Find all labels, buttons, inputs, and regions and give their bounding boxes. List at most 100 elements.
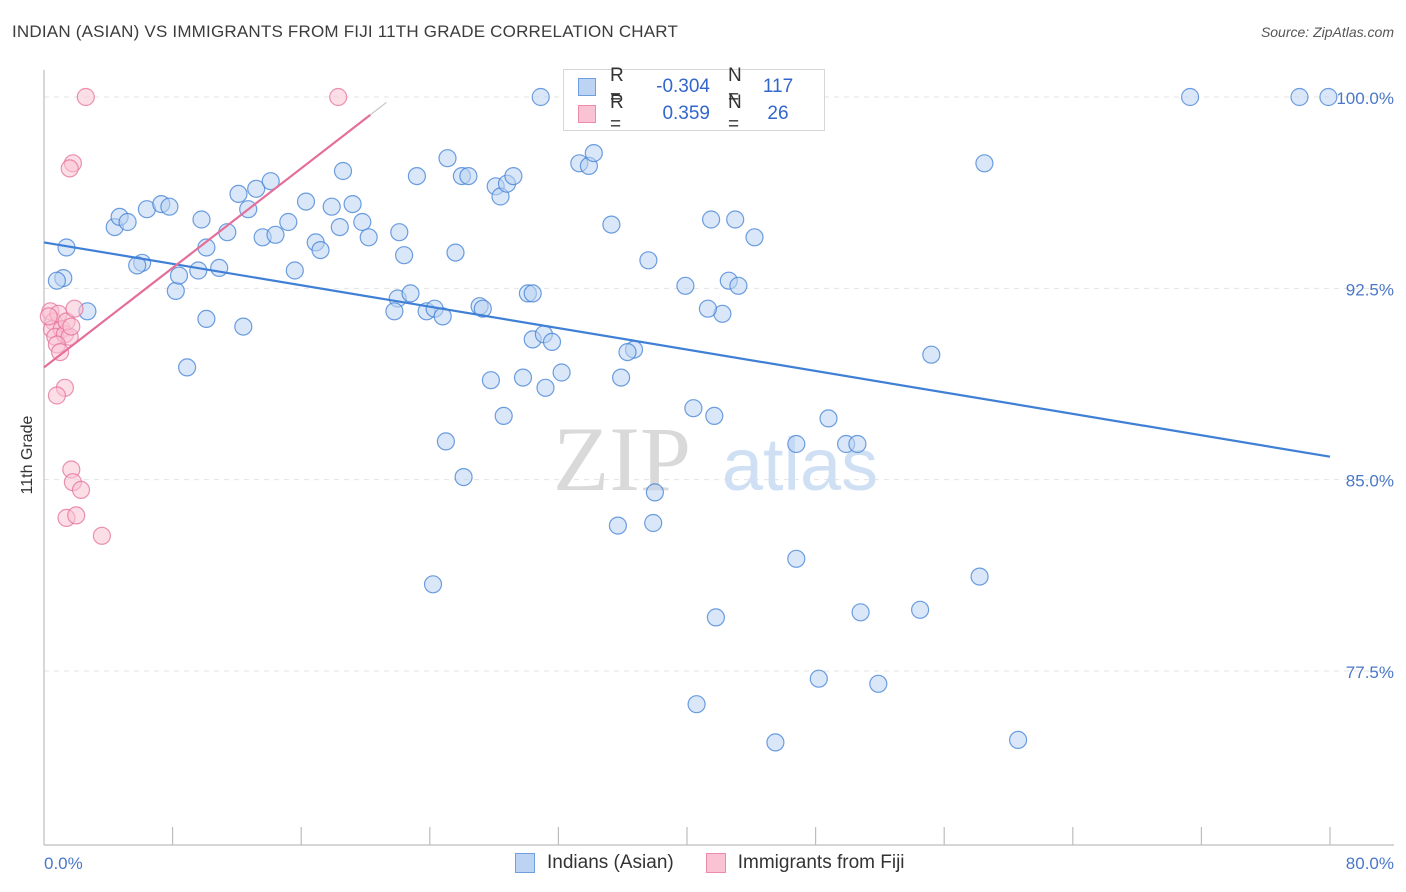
indians-point (197, 309, 216, 328)
indians-point (296, 192, 316, 211)
series-legend: Indians (Asian) Immigrants from Fiji (515, 852, 937, 874)
indians-point (330, 218, 349, 237)
y-tick-label: 85.0% (1346, 472, 1394, 491)
indians-point (618, 343, 637, 362)
legend-n-value: 26 (767, 103, 789, 124)
indians-point (1008, 730, 1028, 750)
indians-point (395, 246, 414, 265)
indians-point (608, 516, 628, 535)
indians-point (343, 195, 362, 214)
indians-point (285, 261, 304, 280)
indians-point (390, 223, 409, 242)
grid-lines (44, 96, 1394, 672)
indians-point (311, 241, 330, 260)
indians-point (1319, 87, 1338, 107)
indians-point (611, 368, 631, 387)
indians-trend-line (43, 241, 1331, 458)
fiji-point (65, 299, 84, 318)
legend-n-label: N = (728, 65, 742, 108)
y-axis-tick-labels: 100.0% 92.5% 85.0% 77.5% (1336, 89, 1394, 682)
indians-point (706, 608, 726, 627)
legend-r-label: R = (610, 92, 624, 135)
indians-point (542, 332, 562, 351)
indians-point (787, 434, 806, 454)
indians-point (687, 695, 706, 714)
y-tick-label: 100.0% (1336, 89, 1394, 108)
legend-n-value: 117 (762, 76, 794, 97)
y-tick-label: 92.5% (1346, 280, 1394, 299)
fiji-point (71, 480, 91, 499)
indians-point (1180, 87, 1200, 107)
legend-n-label: N = (728, 92, 742, 135)
fiji-point (50, 343, 70, 362)
indians-point (809, 669, 828, 688)
indians-point (192, 210, 211, 229)
indians-point (189, 261, 208, 280)
legend-r-label: R = (610, 65, 624, 108)
legend-r-value: -0.304 (656, 76, 710, 97)
indians-point (279, 212, 298, 232)
indians-point (322, 197, 341, 216)
legend-label-indians: Indians (Asian) (547, 852, 674, 873)
fiji-point (47, 386, 67, 405)
indians-point (247, 179, 266, 198)
fiji-point (92, 526, 112, 545)
indians-point (787, 549, 806, 568)
indians-point (118, 212, 137, 232)
legend-swatch-indians (515, 853, 535, 873)
fiji-point (67, 506, 86, 525)
indians-point (531, 87, 550, 107)
x-tick-label: 0.0% (44, 854, 83, 873)
indians-point (523, 284, 542, 303)
indians-point (819, 409, 838, 428)
data-points (39, 87, 1338, 752)
indians-point (266, 225, 285, 244)
indians-point (423, 575, 443, 594)
watermark-zip: ZIP (553, 408, 691, 510)
indians-point (166, 281, 185, 300)
indians-point (698, 299, 718, 318)
fiji-point (329, 87, 348, 107)
fiji-point (62, 317, 81, 336)
indians-point (676, 276, 695, 295)
indians-point (1290, 87, 1309, 107)
indians-point (644, 513, 663, 533)
fiji-point (60, 159, 79, 178)
fiji-trend-extension (369, 101, 387, 116)
indians-point (745, 228, 764, 247)
x-axis-tick-labels: 0.0% 80.0% (44, 854, 1394, 873)
axes (43, 70, 1394, 846)
indians-point (494, 406, 513, 425)
indians-point (645, 483, 665, 502)
indians-point (446, 243, 465, 262)
y-tick-label: 77.5% (1346, 663, 1394, 682)
fiji-point (39, 307, 58, 326)
legend-label-fiji: Immigrants from Fiji (737, 852, 905, 873)
indians-point (584, 144, 603, 163)
trend-lines (43, 101, 1331, 458)
chart-title: INDIAN (ASIAN) VS IMMIGRANTS FROM FIJI 1… (12, 22, 679, 41)
indians-point (333, 161, 353, 181)
x-axis-ticks (172, 827, 1331, 845)
indians-point (975, 154, 994, 173)
chart-source: Source: ZipAtlas.com (1260, 24, 1394, 40)
fiji-trend-line (43, 114, 371, 369)
indians-point (552, 363, 571, 382)
indians-point (481, 371, 500, 390)
indians-point (169, 266, 189, 285)
correlation-legend: R = -0.304 N = 117 R = 0.359 N = 26 (563, 65, 825, 135)
fiji-point (76, 87, 95, 107)
indians-point (848, 434, 867, 454)
indians-point (178, 358, 197, 377)
indians-point (970, 567, 989, 586)
indians-point (504, 167, 523, 186)
legend-item-fiji: Immigrants from Fiji (705, 852, 905, 874)
legend-row-indians: R = -0.304 N = 117 (578, 65, 798, 108)
indians-point (454, 468, 473, 487)
indians-point (705, 406, 724, 425)
indians-point (701, 210, 721, 229)
indians-point (536, 378, 555, 397)
indians-point (210, 258, 229, 277)
indians-point (385, 302, 404, 321)
